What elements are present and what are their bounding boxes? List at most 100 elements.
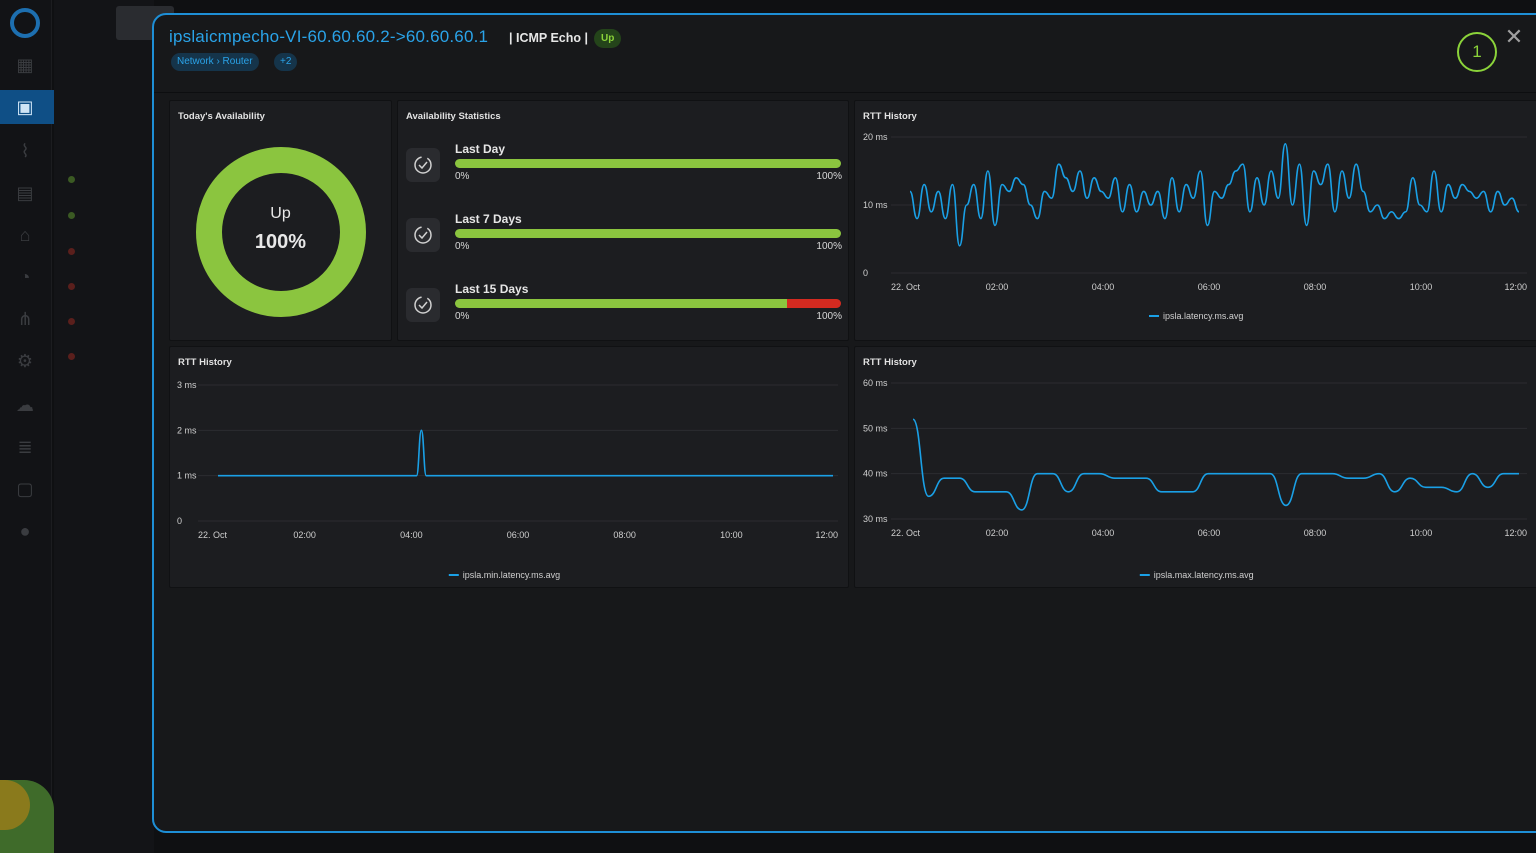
background-sidebar	[54, 0, 174, 853]
status-dot	[68, 176, 75, 183]
x-tick-label: 22. Oct	[891, 282, 921, 292]
alert-count-badge[interactable]: 1	[1457, 32, 1497, 72]
close-icon[interactable]: ✕	[1504, 24, 1524, 49]
y-tick-label: 50 ms	[863, 423, 888, 433]
nav-rail: ▦ ▣ ⌇ ▤ ⌂ ◔ ⋔ ⚙ ☁ ≣ ▢ ●	[0, 0, 54, 853]
series-line	[912, 418, 1519, 511]
status-badge: Up	[594, 29, 622, 48]
x-tick-label: 10:00	[720, 530, 743, 540]
y-tick-label: 40 ms	[863, 469, 888, 479]
bar-down-segment	[786, 299, 841, 308]
cloud-icon[interactable]: ☁	[16, 395, 34, 415]
y-tick-label: 20 ms	[863, 132, 888, 142]
app-logo-icon	[10, 8, 40, 38]
rtt-min-chart: 0 1 ms 2 ms 3 ms 22. Oct 02:00 04:00 06:00 08:00…	[177, 380, 838, 580]
monitor-detail-modal: ipslaicmpecho-VI-60.60.60.2->60.60.60.1 …	[152, 13, 1536, 833]
legend-label: ipsla.min.latency.ms.avg	[463, 570, 560, 580]
x-tick-label: 02:00	[986, 282, 1009, 292]
topology-icon[interactable]: ⌂	[19, 225, 31, 245]
series-line	[909, 142, 1520, 247]
stat-row-last-15-days: Last 15 Days 0% 100%	[406, 282, 842, 338]
x-tick-label: 04:00	[400, 530, 423, 540]
check-clock-icon	[406, 288, 440, 322]
card-title: Today's Availability	[178, 111, 265, 122]
bar-min-label: 0%	[455, 311, 470, 322]
x-tick-label: 08:00	[1304, 528, 1327, 538]
availability-bar	[455, 159, 841, 168]
y-tick-label: 30 ms	[863, 514, 888, 524]
stat-row-last-7-days: Last 7 Days 0% 100%	[406, 212, 842, 268]
chart-icon[interactable]: ⌇	[20, 141, 30, 161]
x-tick-label: 06:00	[1198, 528, 1221, 538]
check-clock-icon	[406, 148, 440, 182]
rtt-avg-chart: 0 10 ms 20 ms 22. Oct 02:00 04:00 06:00 08:00 10…	[863, 132, 1527, 321]
status-dot	[68, 318, 75, 325]
nav-rail-active-item[interactable]	[0, 90, 54, 124]
stat-label: Last Day	[455, 142, 506, 156]
stat-label: Last 7 Days	[455, 212, 522, 226]
modal-header: ipslaicmpecho-VI-60.60.60.2->60.60.60.1 …	[154, 15, 1536, 95]
y-tick-label: 3 ms	[177, 380, 197, 390]
status-dot	[68, 248, 75, 255]
monitor-title: ipslaicmpecho-VI-60.60.60.2->60.60.60.1	[169, 27, 489, 46]
header-divider	[154, 92, 1536, 93]
rtt-max-card: RTT History 30 ms 40 ms 50 ms 60 ms 22. Oct 0…	[854, 346, 1536, 588]
x-tick-label: 02:00	[293, 530, 316, 540]
bar-max-label: 100%	[816, 241, 842, 252]
x-tick-label: 22. Oct	[198, 530, 228, 540]
x-tick-label: 10:00	[1410, 528, 1433, 538]
chart-title: RTT History	[178, 357, 232, 368]
bar-max-label: 100%	[816, 171, 842, 182]
settings-icon[interactable]: ●	[19, 521, 31, 541]
x-tick-label: 06:00	[1198, 282, 1221, 292]
y-tick-label: 1 ms	[177, 471, 197, 481]
rtt-max-chart: 30 ms 40 ms 50 ms 60 ms 22. Oct 02:00 04:00 06:…	[863, 378, 1527, 580]
bar-min-label: 0%	[455, 241, 470, 252]
y-tick-label: 0	[863, 268, 868, 278]
availability-donut	[196, 147, 366, 317]
card-title: Availability Statistics	[406, 111, 501, 122]
integration-icon[interactable]: ⚙	[16, 351, 34, 371]
x-tick-label: 12:00	[815, 530, 838, 540]
availability-bar	[455, 299, 841, 308]
legend-label: ipsla.max.latency.ms.avg	[1154, 570, 1254, 580]
donut-arc	[196, 147, 366, 317]
y-tick-label: 10 ms	[863, 200, 888, 210]
stat-row-last-day: Last Day 0% 100%	[406, 142, 842, 198]
monitor-type: | ICMP Echo |	[509, 31, 588, 45]
bar-up-segment	[455, 299, 787, 308]
x-tick-label: 08:00	[613, 530, 636, 540]
stat-label: Last 15 Days	[455, 282, 529, 296]
tag-more[interactable]: +2	[274, 53, 298, 71]
availability-bar	[455, 229, 841, 238]
legend-label: ipsla.latency.ms.avg	[1163, 311, 1243, 321]
bar-max-label: 100%	[816, 311, 842, 322]
chart-title: RTT History	[863, 357, 917, 368]
chart-title: RTT History	[863, 111, 917, 122]
report-icon[interactable]: ▤	[16, 183, 34, 203]
monitor-icon[interactable]: ▣	[16, 97, 34, 117]
availability-state: Up	[270, 205, 291, 222]
y-tick-label: 2 ms	[177, 425, 197, 435]
availability-card: Today's Availability Up 100%	[169, 100, 392, 341]
rtt-min-card: RTT History 0 1 ms 2 ms 3 ms 22. Oct 02:00 04:…	[169, 346, 849, 588]
file-icon[interactable]: ▢	[16, 479, 34, 499]
availability-statistics-card: Availability Statistics Last Day 0% 100%…	[397, 100, 849, 341]
list-icon[interactable]: ≣	[17, 437, 33, 457]
alert-icon[interactable]: ◔	[19, 267, 31, 287]
availability-percent: 100%	[254, 231, 307, 253]
x-tick-label: 10:00	[1410, 282, 1433, 292]
network-icon[interactable]: ⋔	[17, 309, 33, 329]
x-tick-label: 12:00	[1504, 282, 1527, 292]
x-tick-label: 12:00	[1504, 528, 1527, 538]
tag-network-router[interactable]: Network › Router	[171, 53, 259, 71]
dashboard-icon[interactable]: ▦	[16, 55, 34, 75]
status-dot	[68, 212, 75, 219]
rtt-avg-card: RTT History 0 10 ms 20 ms 22. Oct 02:00 04:00…	[854, 100, 1536, 341]
series-line	[217, 429, 833, 477]
x-tick-label: 02:00	[986, 528, 1009, 538]
x-tick-label: 08:00	[1304, 282, 1327, 292]
y-tick-label: 60 ms	[863, 378, 888, 388]
x-tick-label: 06:00	[507, 530, 530, 540]
